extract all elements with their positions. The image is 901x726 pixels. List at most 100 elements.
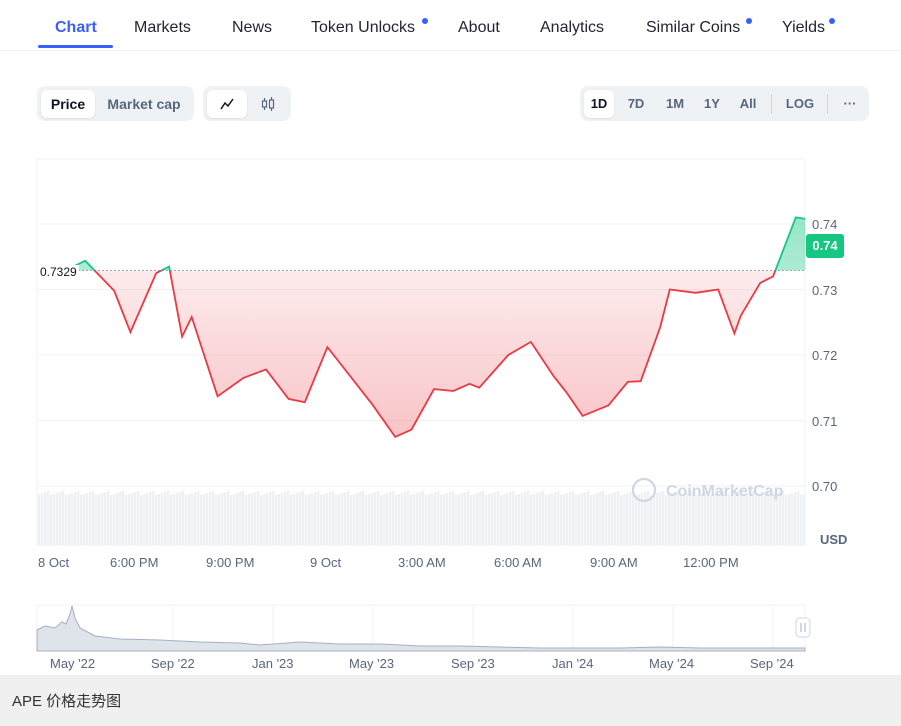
volume-bar — [53, 494, 56, 545]
volume-bar — [74, 492, 77, 545]
volume-bar — [758, 494, 761, 545]
line-chart-button[interactable] — [207, 90, 247, 118]
volume-bar — [449, 492, 452, 545]
volume-bar — [185, 495, 188, 545]
volume-bar — [362, 491, 365, 545]
x-tick: 9:00 PM — [206, 555, 255, 570]
volume-bar — [221, 493, 224, 545]
volume-bar — [326, 493, 329, 545]
volume-bar — [647, 491, 650, 545]
volume-bar — [506, 493, 509, 545]
volume-bar — [566, 493, 569, 545]
volume-bar — [317, 491, 320, 545]
volume-bar — [590, 495, 593, 545]
volume-bar — [182, 491, 185, 545]
volume-bar — [380, 495, 383, 545]
volume-bar — [398, 494, 401, 545]
range-1d-button[interactable]: 1D — [584, 90, 614, 118]
volume-bar — [353, 494, 356, 545]
volume-bar — [650, 495, 653, 545]
range-all-button[interactable]: All — [739, 96, 757, 111]
volume-bar — [377, 491, 380, 545]
range-1y-button[interactable]: 1Y — [704, 96, 720, 111]
volume-bar — [230, 495, 233, 545]
volume-bar — [128, 494, 131, 545]
volume-bar — [206, 493, 209, 545]
x-tick: 6:00 PM — [110, 555, 159, 570]
volume-bar — [677, 491, 680, 545]
volume-bar — [227, 491, 230, 545]
volume-bar — [167, 491, 170, 545]
volume-bar — [539, 492, 542, 545]
volume-bar — [164, 492, 167, 545]
volume-bar — [86, 493, 89, 545]
volume-bar — [467, 491, 470, 545]
volume-bar — [179, 492, 182, 545]
volume-bar — [530, 495, 533, 545]
volume-bar — [335, 495, 338, 545]
navigator-handle[interactable] — [795, 617, 811, 638]
range-7d-button[interactable]: 7D — [627, 96, 645, 111]
y-tick: 0.72 — [812, 348, 838, 363]
volume-bar — [290, 495, 293, 545]
volume-bar — [458, 494, 461, 545]
volume-bar — [62, 491, 65, 545]
price-chart[interactable]: CoinMarketCap — [0, 0, 901, 560]
range-1m-button[interactable]: 1M — [665, 96, 685, 111]
volume-bar — [368, 494, 371, 545]
volume-bar — [218, 494, 221, 545]
volume-bar — [356, 493, 359, 545]
tab-similar-coins[interactable]: Similar Coins — [646, 19, 741, 36]
tab-token-unlocks[interactable]: Token Unlocks — [311, 19, 416, 36]
navigator-label: May '22 — [50, 656, 96, 671]
volume-bar — [455, 495, 458, 545]
volume-bar — [434, 492, 437, 545]
volume-bar — [158, 494, 161, 545]
volume-bar — [611, 493, 614, 545]
volume-bar — [521, 493, 524, 545]
volume-bar — [374, 492, 377, 545]
volume-bar — [347, 491, 350, 545]
volume-bar — [77, 491, 80, 545]
volume-bar — [116, 493, 119, 545]
candlestick-chart-button[interactable] — [249, 90, 287, 118]
volume-bar — [278, 494, 281, 545]
volume-bar — [695, 495, 698, 545]
log-scale-button[interactable]: LOG — [785, 96, 815, 111]
tab-news[interactable]: News — [232, 19, 273, 36]
area-below-baseline — [44, 270, 776, 437]
y-tick: 0.70 — [812, 479, 838, 494]
volume-bar — [656, 493, 659, 545]
tab-markets[interactable]: Markets — [134, 19, 191, 36]
tab-chart[interactable]: Chart — [55, 19, 97, 36]
volume-bar — [110, 495, 113, 545]
y-tick: 0.74 — [812, 217, 838, 232]
volume-bar — [464, 492, 467, 545]
price-button[interactable]: Price — [41, 90, 95, 118]
tab-about[interactable]: About — [458, 19, 500, 36]
volume-bar — [401, 493, 404, 545]
market-cap-button[interactable]: Market cap — [107, 96, 181, 112]
volume-bar — [389, 492, 392, 545]
volume-bar — [284, 492, 287, 545]
volume-bar — [329, 492, 332, 545]
range-navigator[interactable] — [0, 600, 901, 660]
volume-bar — [563, 494, 566, 545]
volume-bar — [509, 492, 512, 545]
volume-bar — [794, 492, 797, 545]
volume-bar — [191, 493, 194, 545]
volume-bar — [515, 495, 518, 545]
volume-bar — [800, 495, 803, 545]
tab-bar: Chart Markets News Token Unlocks About A… — [0, 0, 901, 51]
volume-bar — [413, 494, 416, 545]
volume-bar — [242, 491, 245, 545]
tab-yields[interactable]: Yields — [782, 19, 825, 36]
volume-bar — [674, 492, 677, 545]
tab-analytics[interactable]: Analytics — [540, 19, 605, 36]
volume-bar — [149, 492, 152, 545]
more-options-button[interactable]: ··· — [843, 96, 857, 111]
volume-bar — [155, 495, 158, 545]
navigator-history-area — [36, 605, 806, 652]
volume-bar — [446, 493, 449, 545]
x-tick: 6:00 AM — [494, 555, 542, 570]
